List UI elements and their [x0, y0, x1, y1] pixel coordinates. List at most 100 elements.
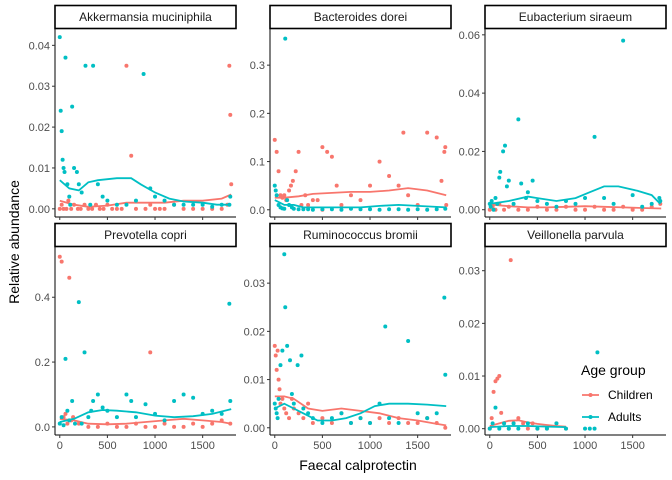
data-point [133, 206, 138, 211]
panel-eubacterium-siraeum: Eubacterium siraeum0.000.020.040.0605001… [459, 4, 667, 234]
data-point [133, 198, 138, 203]
data-point [439, 178, 444, 183]
data-point [95, 424, 100, 429]
data-point [293, 169, 298, 174]
data-point [86, 415, 91, 420]
data-point [493, 196, 498, 201]
data-point [191, 421, 196, 426]
data-point [228, 194, 233, 199]
data-point [191, 202, 196, 207]
legend-label-children: Children [608, 388, 653, 402]
data-point [162, 206, 167, 211]
y-tick-label: 0.2 [250, 108, 265, 120]
data-point [497, 175, 502, 180]
series-adults [272, 252, 448, 425]
x-tick-label: 1000 [358, 440, 382, 452]
data-point [75, 206, 80, 211]
data-point [83, 63, 88, 68]
data-point [86, 424, 91, 429]
data-point [489, 416, 494, 421]
legend-label-adults: Adults [608, 410, 641, 424]
data-point [491, 207, 496, 212]
data-point [444, 202, 449, 207]
data-point [57, 206, 62, 211]
y-tick-label: 0.01 [29, 163, 50, 175]
y-tick-label: 0.02 [459, 146, 480, 158]
data-point [387, 207, 392, 212]
x-tick-label: 1500 [405, 440, 429, 452]
data-point [143, 402, 148, 407]
data-point [497, 426, 502, 431]
data-point [61, 206, 66, 211]
data-point [119, 206, 124, 211]
x-tick-label: 0 [487, 440, 493, 452]
data-point [573, 201, 578, 206]
panel-title: Bacteroides dorei [314, 10, 407, 24]
data-point [406, 207, 411, 212]
data-point [59, 202, 64, 207]
y-tick-label: 0.0 [35, 422, 50, 434]
data-point [310, 207, 315, 212]
data-point [287, 188, 292, 193]
data-point [101, 206, 106, 211]
data-point [181, 392, 186, 397]
data-point [630, 207, 635, 212]
data-point [377, 207, 382, 212]
data-point [69, 206, 74, 211]
series-adults [487, 350, 600, 431]
data-point [491, 389, 496, 394]
series-adults [57, 300, 233, 428]
legend-key-point-children [588, 393, 593, 397]
y-tick-label: 0.04 [29, 40, 50, 52]
panel-bacteroides-dorei: Bacteroides dorei0.00.10.20.305001000150… [250, 4, 452, 234]
data-point [587, 426, 592, 431]
data-point [301, 406, 306, 411]
data-point [67, 275, 72, 280]
data-point [368, 183, 373, 188]
trend-line [489, 203, 662, 210]
panel-title: Veillonella parvula [527, 228, 624, 242]
data-point [78, 206, 83, 211]
data-point [288, 358, 293, 363]
data-point [65, 421, 70, 426]
data-point [76, 182, 81, 187]
y-tick-label: 0.03 [459, 266, 480, 278]
x-tick-label: 500 [313, 440, 331, 452]
panel-strip [484, 4, 667, 30]
data-point [434, 135, 439, 140]
data-point [290, 178, 295, 183]
data-point [105, 198, 110, 203]
y-tick-label: 0.3 [250, 60, 265, 72]
y-tick-label: 0.00 [29, 204, 50, 216]
panel-akkermansia-muciniphila: Akkermansia muciniphila 0.00 0.01 0.02 0.03 0… [29, 4, 237, 234]
data-point [288, 183, 293, 188]
y-tick-label: 0.03 [244, 278, 265, 290]
trend-line [59, 193, 232, 208]
data-point [554, 421, 559, 426]
data-point [100, 194, 105, 199]
data-point [70, 398, 75, 403]
data-point [516, 117, 521, 122]
data-point [66, 198, 71, 203]
series-adults [487, 38, 663, 212]
data-point [306, 202, 311, 207]
y-tick-label: 0.04 [459, 88, 480, 100]
data-point [442, 295, 447, 300]
data-point [368, 207, 373, 212]
data-point [282, 252, 287, 257]
data-point [301, 416, 306, 421]
data-point [200, 424, 205, 429]
data-point [506, 426, 511, 431]
data-point [68, 202, 73, 207]
x-tick-label: 0 [57, 440, 63, 452]
panel-veillonella-parvula: Veillonella parvula 0.00 0.01 0.02 0.03 0 500 1… [459, 222, 667, 452]
data-point [640, 204, 645, 209]
data-point [315, 198, 320, 203]
data-point [124, 202, 129, 207]
legend-title: Age group [581, 362, 646, 378]
data-point [519, 181, 524, 186]
data-point [602, 196, 607, 201]
data-point [162, 418, 167, 423]
data-point [554, 204, 559, 209]
data-point [299, 353, 304, 358]
